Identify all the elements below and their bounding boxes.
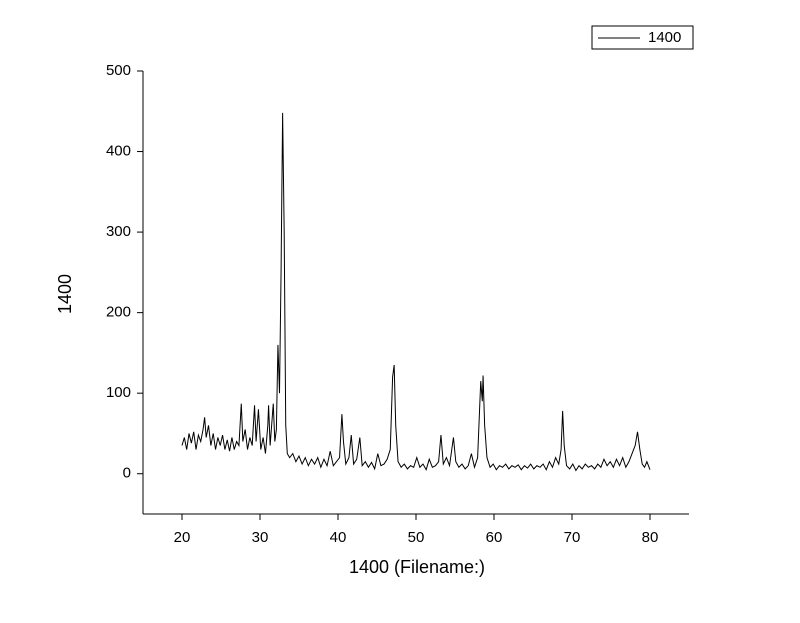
y-tick-label: 0 bbox=[123, 465, 131, 482]
x-tick-label: 40 bbox=[330, 529, 347, 546]
x-axis-label: 1400 (Filename:) bbox=[349, 557, 485, 577]
x-tick-label: 80 bbox=[642, 529, 659, 546]
y-tick-label: 100 bbox=[106, 384, 131, 401]
y-tick-label: 500 bbox=[106, 62, 131, 79]
legend-label: 1400 bbox=[648, 29, 681, 46]
x-tick-label: 70 bbox=[564, 529, 581, 546]
legend-box bbox=[591, 25, 694, 50]
data-line bbox=[181, 112, 651, 472]
y-tick-label: 300 bbox=[106, 223, 131, 240]
y-axis-label: 1400 bbox=[55, 274, 75, 314]
x-tick-label: 60 bbox=[486, 529, 503, 546]
y-tick-label: 400 bbox=[106, 143, 131, 160]
x-tick-label: 50 bbox=[408, 529, 425, 546]
x-tick-label: 30 bbox=[252, 529, 269, 546]
y-tick-label: 200 bbox=[106, 304, 131, 321]
x-tick-label: 20 bbox=[174, 529, 191, 546]
